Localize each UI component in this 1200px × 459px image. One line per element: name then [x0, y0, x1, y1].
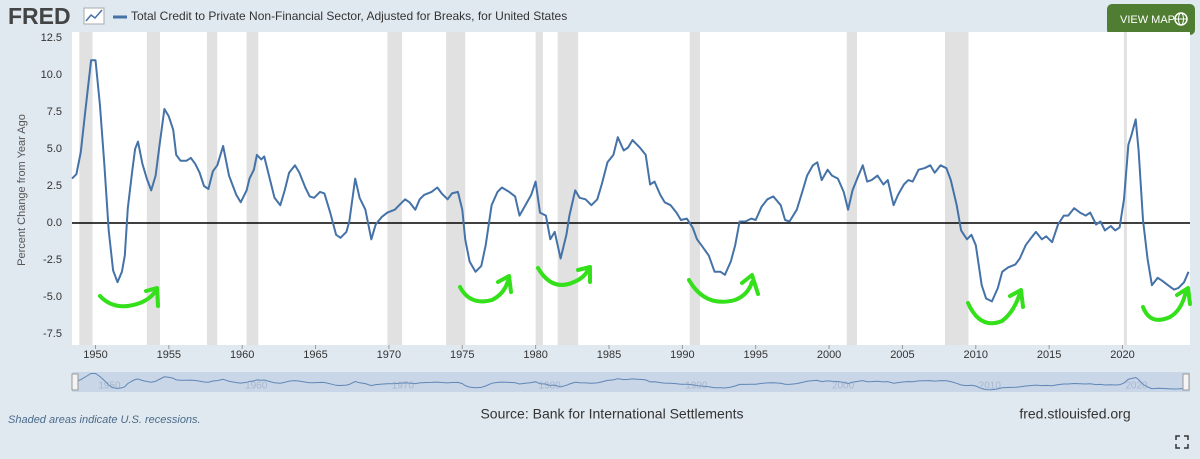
series-line [71, 59, 1190, 303]
button-label[interactable]: VIEW MAP [1120, 14, 1175, 26]
x-tick-label: 2005 [890, 349, 914, 361]
y-tick-label: 12.5 [41, 32, 62, 44]
x-tick-label: 1970 [377, 349, 401, 361]
logo-icon [83, 7, 105, 25]
navigator-handle[interactable] [71, 373, 79, 391]
x-tick-label: 2000 [817, 349, 841, 361]
x-tick-label: 1950 [83, 349, 107, 361]
recession-band [206, 32, 218, 345]
navigator-line [71, 373, 1189, 391]
navigator-tick-label: 1970 [392, 381, 415, 392]
y-axis-label: Percent Change from Year Ago [16, 114, 28, 266]
site: fred.stlouisfed.org [1019, 406, 1130, 422]
y-tick-label: 7.5 [47, 106, 62, 118]
y-tick-label: 5.0 [47, 143, 62, 155]
x-tick-label: 1975 [450, 349, 474, 361]
x-tick-label: 1995 [743, 349, 767, 361]
x-tick-label: 1955 [157, 349, 181, 361]
navigator [72, 372, 1190, 392]
legend-label: Total Credit to Private Non-Financial Se… [131, 9, 567, 23]
source: Source: Bank for International Settlemen… [480, 406, 743, 422]
recession-band [689, 32, 700, 345]
annotation-arrows [98, 265, 1192, 326]
y-tick-label: -7.5 [43, 328, 62, 340]
navigator-tick-label: 2010 [979, 381, 1002, 392]
y-tick-label: -5.0 [43, 291, 62, 303]
navigator-tick-label: 1960 [245, 381, 268, 392]
plot-area [72, 32, 1190, 345]
x-tick-label: 2020 [1110, 349, 1134, 361]
fullscreen-icon[interactable] [1175, 435, 1189, 449]
recession-band [846, 32, 857, 345]
recession-band [944, 32, 969, 345]
navigator-tick-label: 1980 [539, 381, 562, 392]
navigator-tick-label: 1950 [98, 381, 121, 392]
x-tick-label: 1960 [230, 349, 254, 361]
navigator-tick-label: 2020 [1125, 381, 1148, 392]
y-tick-label: 2.5 [47, 180, 62, 192]
x-tick-label: 1985 [597, 349, 621, 361]
recession-band [246, 32, 259, 345]
x-tick-label: 2015 [1037, 349, 1061, 361]
navigator-tick-label: 1990 [685, 381, 708, 392]
y-tick-label: 10.0 [41, 69, 62, 81]
recession-note: Shaded areas indicate U.S. recessions. [8, 414, 201, 426]
y-tick-label: -2.5 [43, 254, 62, 266]
y-tick-label: 0.0 [47, 217, 62, 229]
x-tick-label: 1990 [670, 349, 694, 361]
view-map-button[interactable]: VIEW MAP [1107, 4, 1195, 35]
logo: FRED [8, 3, 71, 29]
recession-band [387, 32, 403, 345]
navigator-handle[interactable] [1182, 373, 1190, 391]
recession-band [535, 32, 543, 345]
recession-band [146, 32, 161, 345]
recession-band [446, 32, 466, 345]
x-tick-label: 1965 [303, 349, 327, 361]
x-tick-label: 1980 [523, 349, 547, 361]
recession-band [557, 32, 579, 345]
recession-band [79, 32, 93, 345]
x-tick-label: 2010 [964, 349, 988, 361]
navigator-tick-label: 2000 [832, 381, 855, 392]
